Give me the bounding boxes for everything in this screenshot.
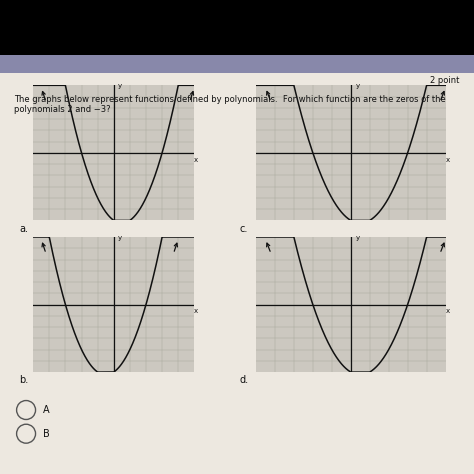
Text: d.: d.: [239, 375, 248, 385]
Text: B: B: [43, 428, 49, 439]
Text: x: x: [446, 308, 449, 314]
Text: b.: b.: [19, 375, 28, 385]
Text: x: x: [446, 156, 449, 163]
Text: y: y: [118, 235, 121, 241]
Text: a.: a.: [19, 224, 28, 234]
Text: y: y: [118, 83, 121, 90]
Text: 2 point: 2 point: [430, 76, 460, 85]
Text: c.: c.: [239, 224, 248, 234]
Text: The graphs below represent functions defined by polynomials.  For which function: The graphs below represent functions def…: [14, 95, 446, 114]
Text: x: x: [194, 308, 198, 314]
Text: x: x: [194, 156, 198, 163]
Text: y: y: [356, 235, 359, 241]
Text: A: A: [43, 405, 49, 415]
Text: y: y: [356, 83, 359, 90]
